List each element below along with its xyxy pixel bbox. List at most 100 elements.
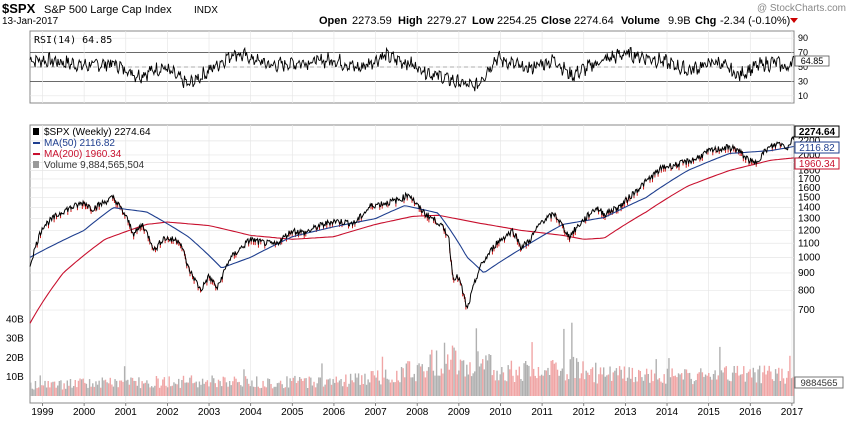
volume-bar [271,388,274,396]
volume-bar [130,377,132,396]
volume-bar [560,370,562,396]
volume-bar [731,372,734,396]
volume-bar [127,379,129,396]
x-tick-label: 2002 [156,407,179,418]
price-tick-label: 1000 [798,252,821,263]
volume-bar [337,382,339,396]
x-tick-label: 2003 [198,407,221,418]
volume-bar [217,379,220,396]
open-label: Open [319,15,347,27]
volume-bar [135,381,137,396]
volume-bar [555,362,557,396]
volume-bar [302,381,304,396]
volume-bar [469,362,471,396]
volume-bar [205,381,207,396]
volume-bar [447,354,449,396]
volume-bar [178,378,180,396]
volume-bar [389,382,392,396]
volume-bar [537,367,540,396]
close-value: 2274.64 [574,15,614,27]
volume-bar [160,385,162,396]
volume-bar [623,366,626,396]
volume-bar [779,381,782,396]
volume-bar [384,369,387,396]
volume-bar [138,377,140,396]
volume-bar [125,380,127,396]
volume-bar [300,378,302,396]
volume-bar [47,381,49,396]
volume-bar [174,383,177,396]
volume-bar [249,386,252,396]
x-tick-label: 2010 [489,407,512,418]
volume-bar [281,384,283,396]
volume-bar [609,366,611,396]
volume-bar [773,380,775,396]
volume-bar [209,382,212,396]
volume-bar [278,382,280,396]
volume-bar [763,365,766,396]
volume-bar [561,368,564,396]
price-tick-label: 1700 [798,174,821,185]
volume-bar [588,375,591,396]
x-tick-label: 2015 [698,407,721,418]
volume-bar [781,368,783,396]
volume-bar [68,385,70,396]
volume-bar [674,375,677,396]
volume-tick-label: 40B [6,315,24,326]
volume-bar [642,380,645,396]
x-tick-label: 2009 [448,407,471,418]
x-tick-label: 2012 [573,407,596,418]
volume-bar [394,382,396,396]
volume-bar [677,373,680,396]
volume-bar [119,380,121,396]
close-label: Close [541,15,571,27]
volume-bar [590,369,592,396]
price-tick-label: 900 [798,268,815,279]
volume-bar [404,377,406,396]
volume-bar [502,372,505,396]
volume-bar [334,382,336,396]
volume-bar [504,380,506,396]
volume-bar [760,383,762,396]
volume-bar [200,384,202,396]
price-tick-label: 2000 [798,150,821,161]
volume-bar [359,384,361,396]
volume-bar [176,384,178,396]
volume-bar [412,377,414,396]
volume-bar [754,372,756,396]
volume-bar [650,369,653,396]
rsi-tick-label: 50 [798,62,808,72]
rsi-tick-label: 10 [798,91,808,101]
volume-bar [354,373,357,396]
volume-bar [427,367,430,396]
volume-bar [513,382,516,396]
volume-bar [98,380,100,396]
volume-bar [53,381,56,396]
volume-bar [521,380,524,396]
volume-bar [552,360,554,396]
volume-bar [195,381,197,396]
volume-bar [270,384,272,396]
price-panel: 2200200019001800170016001500140013001200… [6,124,844,418]
volume-tag [794,376,844,389]
volume-tick-label: 10B [6,372,24,383]
volume-bar [279,380,282,396]
volume-bar [451,345,454,396]
volume-bar [267,378,269,396]
volume-bar [472,373,474,396]
rsi-tick-label: 30 [798,76,808,86]
volume-bar [351,380,353,396]
volume-bar [704,374,707,396]
price-tick-label: 700 [798,305,815,316]
volume-bar [566,374,568,396]
volume-bar [338,380,341,396]
legend-ma50: MA(50) 2116.82 [44,138,115,149]
volume-bar [792,377,794,396]
volume-bar [399,382,401,396]
index-name: S&P 500 Large Cap Index [44,4,172,16]
volume-bar [305,378,307,396]
legend-volume-swatch-icon [33,161,39,168]
volume-bar [653,373,656,396]
volume-bar [663,374,665,396]
volume-bar [214,383,217,396]
